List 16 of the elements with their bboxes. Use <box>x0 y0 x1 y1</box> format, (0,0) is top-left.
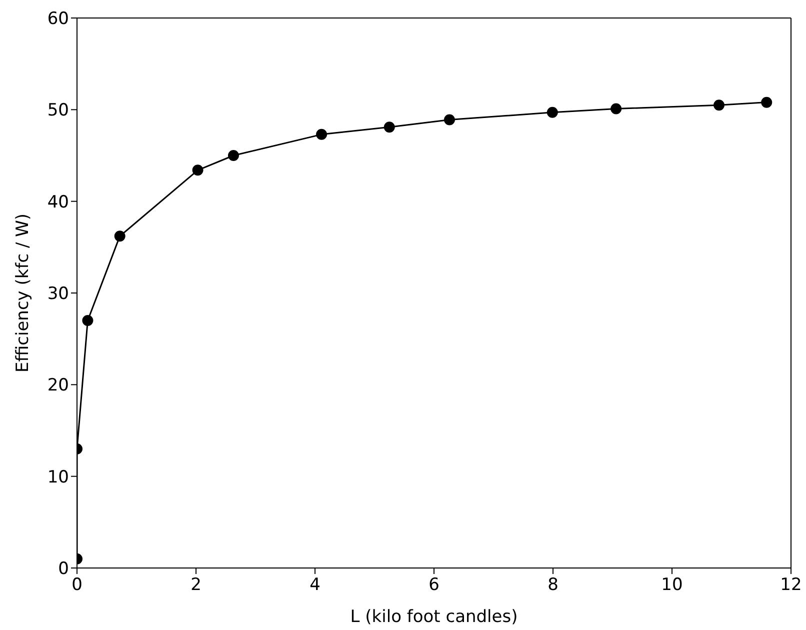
x-tick-label: 4 <box>310 575 320 596</box>
y-tick-label: 50 <box>47 100 69 121</box>
y-tick-label: 30 <box>47 284 69 304</box>
x-tick-label: 2 <box>190 575 202 596</box>
y-tick-label: 0 <box>58 559 69 580</box>
y-tick-label: 20 <box>47 376 69 396</box>
x-tick-label: 12 <box>780 575 802 596</box>
x-tick-label: 10 <box>661 575 683 596</box>
y-axis-title: Efficiency (kfc / W) <box>13 213 34 373</box>
y-tick-label: 60 <box>47 9 69 30</box>
x-tick-label: 0 <box>72 575 82 596</box>
y-tick-label: 40 <box>47 192 69 212</box>
x-axis-title: L (kilo foot candles) <box>350 607 518 627</box>
x-tick-label: 6 <box>428 575 440 596</box>
y-tick-label: 10 <box>47 467 69 488</box>
x-tick-label: 8 <box>548 575 558 596</box>
